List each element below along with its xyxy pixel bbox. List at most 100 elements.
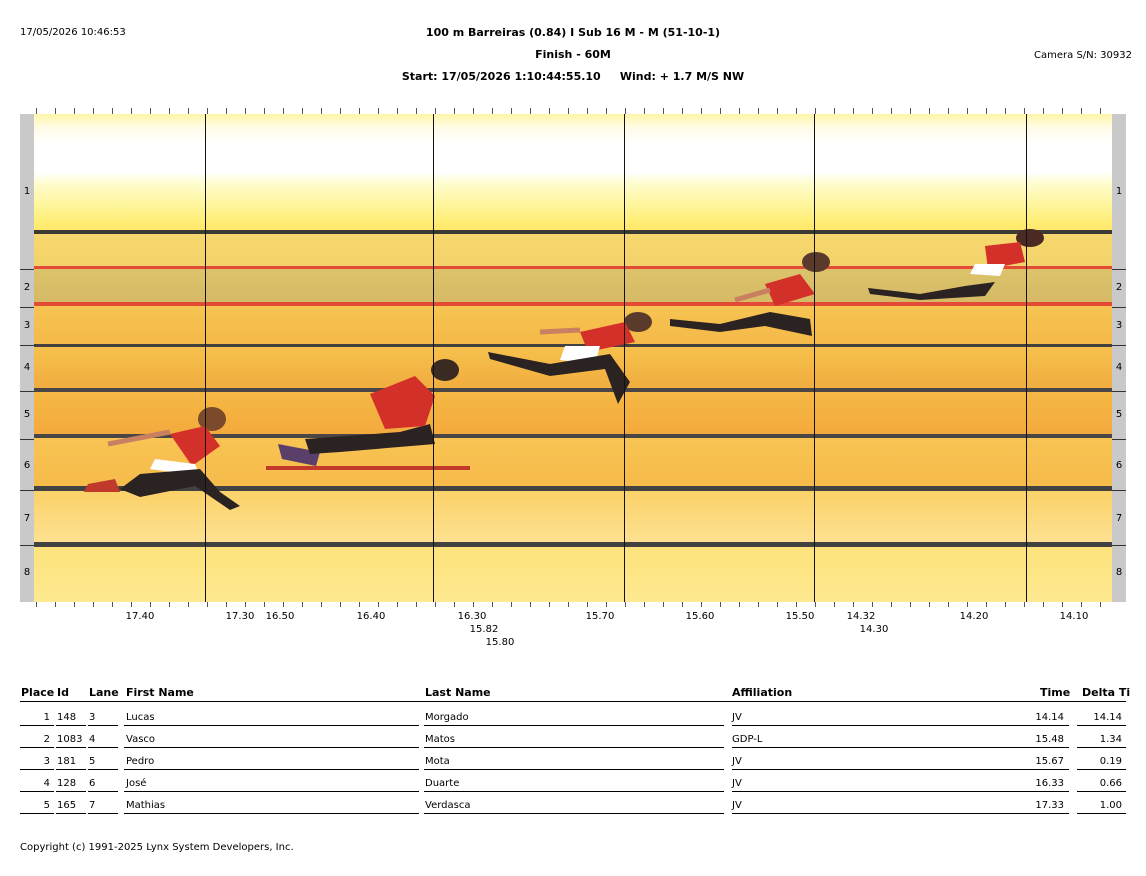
tick-mark (891, 602, 892, 607)
time-label: 14.10 (1059, 611, 1089, 622)
tick-mark (321, 602, 322, 607)
tick-mark (834, 602, 835, 607)
cell-underline (56, 747, 86, 748)
tick-mark (568, 108, 569, 114)
cell-underline (1077, 725, 1126, 726)
tick-mark (454, 602, 455, 607)
cell-time: 15.48 (1035, 734, 1064, 745)
tick-mark (910, 108, 911, 114)
tick-mark (340, 602, 341, 607)
cell-last: Mota (425, 756, 450, 767)
cell-underline (124, 747, 419, 748)
cell-underline (88, 791, 118, 792)
cell-place: 4 (43, 778, 50, 789)
tick-mark (549, 602, 550, 607)
column-header-time: Time (1040, 686, 1071, 699)
tick-mark (207, 602, 208, 607)
cell-lane: 7 (89, 800, 96, 811)
cell-underline (20, 769, 54, 770)
lane-number-left: 7 (23, 513, 31, 524)
tick-mark (1062, 108, 1063, 114)
cell-underline (124, 725, 419, 726)
tick-mark (815, 108, 816, 114)
runner-lane-3 (868, 229, 1044, 300)
tick-mark (169, 108, 170, 114)
cell-place: 2 (43, 734, 50, 745)
tick-mark (967, 108, 968, 114)
cell-underline (424, 813, 724, 814)
column-header-affiliation: Affiliation (732, 686, 793, 699)
cell-first: Vasco (126, 734, 156, 745)
tick-mark (226, 108, 227, 114)
tick-mark (1081, 602, 1082, 607)
tick-mark (986, 602, 987, 607)
column-header-id: Id (57, 686, 69, 699)
cell-lane: 3 (89, 712, 96, 723)
report-timestamp: 17/05/2026 10:46:53 (20, 27, 126, 38)
tick-mark (644, 108, 645, 114)
lane-separator (20, 391, 34, 392)
tick-mark (435, 108, 436, 114)
lane-number-right: 3 (1115, 320, 1123, 331)
tick-mark (55, 108, 56, 114)
camera-serial: Camera S/N: 30932 (1034, 50, 1132, 61)
cell-first: José (126, 778, 147, 789)
lane-separator (1112, 269, 1126, 270)
cell-underline (88, 769, 118, 770)
tick-mark (663, 602, 664, 607)
tick-mark (283, 108, 284, 114)
cell-last: Duarte (425, 778, 460, 789)
tick-mark (321, 108, 322, 114)
cell-underline (1077, 791, 1126, 792)
tick-mark (226, 602, 227, 607)
column-header-place: Place (21, 686, 55, 699)
time-label: 17.40 (125, 611, 155, 622)
cell-last: Matos (425, 734, 456, 745)
cell-underline (732, 725, 1023, 726)
tick-mark (511, 108, 512, 114)
lane-separator (20, 269, 34, 270)
tick-mark (416, 602, 417, 607)
cell-affiliation: GDP-L (732, 734, 763, 745)
tick-mark (283, 602, 284, 607)
tick-mark (112, 108, 113, 114)
cell-underline (1019, 791, 1069, 792)
cell-underline (88, 813, 118, 814)
cell-underline (56, 791, 86, 792)
tick-mark (815, 602, 816, 607)
time-label: 16.40 (356, 611, 386, 622)
lane-separator (1112, 545, 1126, 546)
tick-mark (245, 602, 246, 607)
column-header-first-name: First Name (126, 686, 194, 699)
tick-mark (1043, 108, 1044, 114)
lane-number-right: 2 (1115, 282, 1123, 293)
cell-time: 15.67 (1035, 756, 1064, 767)
lane-separator (20, 545, 34, 546)
tick-mark (853, 108, 854, 114)
time-line (1026, 114, 1027, 602)
tick-mark (55, 602, 56, 607)
cell-last: Verdasca (425, 800, 471, 811)
tick-mark (264, 108, 265, 114)
cell-underline (56, 725, 86, 726)
lane-number-right: 4 (1115, 362, 1123, 373)
tick-mark (492, 108, 493, 114)
tick-mark (872, 108, 873, 114)
column-header-lane: Lane (89, 686, 119, 699)
cell-underline (20, 725, 54, 726)
tick-mark (929, 602, 930, 607)
tick-mark (1043, 602, 1044, 607)
tick-mark (378, 108, 379, 114)
cell-underline (1019, 747, 1069, 748)
table-row: 2 1083 4 Vasco Matos GDP-L 15.48 1.34 (20, 730, 1126, 752)
lane-number-right: 7 (1115, 513, 1123, 524)
cell-delta: 0.19 (1099, 756, 1122, 767)
photo-finish-image[interactable] (20, 114, 1126, 602)
tick-mark (758, 602, 759, 607)
cell-first: Mathias (126, 800, 166, 811)
runner-lane-4 (670, 252, 830, 336)
tick-mark (739, 108, 740, 114)
finish-label: Finish - 60M (535, 48, 611, 61)
tick-mark (891, 108, 892, 114)
cell-first: Pedro (126, 756, 155, 767)
